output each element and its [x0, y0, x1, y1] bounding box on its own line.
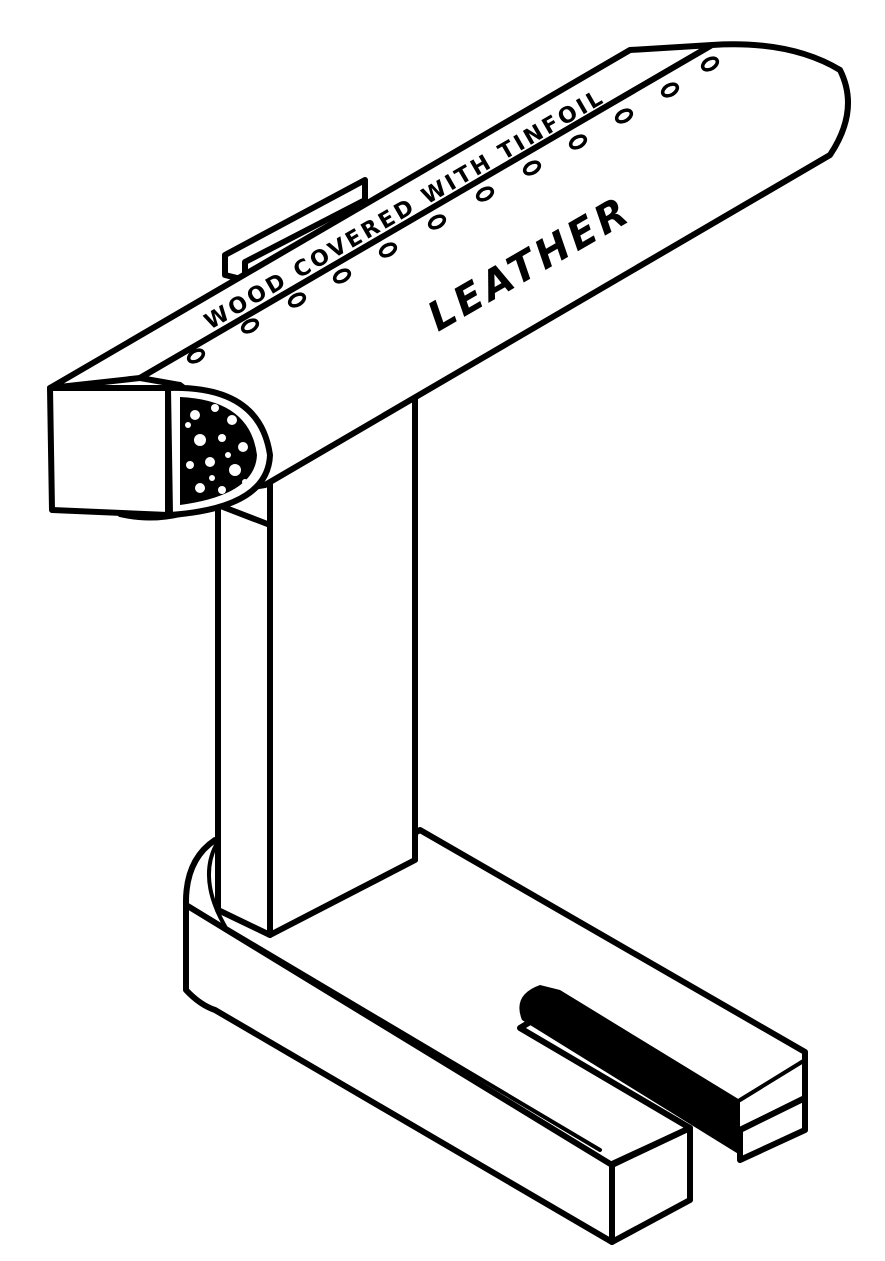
black-rod: [519, 985, 807, 1155]
horizontal-arm: [47, 41, 851, 521]
back-block: [222, 177, 368, 283]
base-plate: [182, 827, 808, 1245]
hole-row: [186, 56, 720, 364]
cross-section-fill: [180, 397, 257, 505]
vertical-post: [215, 392, 418, 938]
